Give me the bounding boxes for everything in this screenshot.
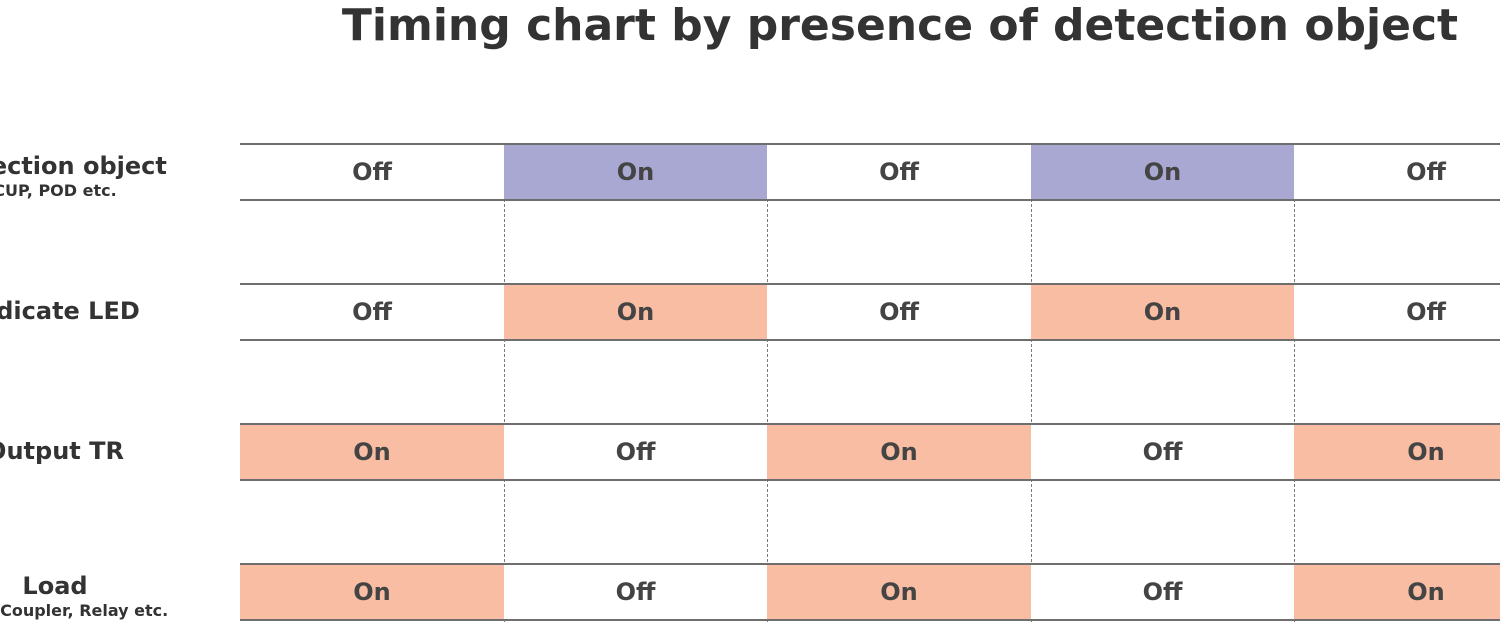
row-border-line (240, 143, 1500, 145)
timing-boundary-line (1031, 144, 1032, 622)
row-label-text: Output TR (0, 437, 124, 465)
state-cell-off: Off (1031, 564, 1294, 620)
row-sublabel-text: CUP, POD etc. (0, 181, 117, 200)
row-border-line (240, 479, 1500, 481)
state-cell-off: Off (767, 144, 1031, 200)
state-cell-on: On (1031, 144, 1294, 200)
state-cell-off: Off (1294, 144, 1500, 200)
row-border-line (240, 283, 1500, 285)
state-cell-off: Off (504, 424, 767, 480)
timing-row: On Off On Off On (240, 424, 1500, 480)
state-cell-off: Off (504, 564, 767, 620)
state-cell-on: On (767, 424, 1031, 480)
state-cell-on: On (504, 144, 767, 200)
state-cell-off: Off (767, 284, 1031, 340)
timing-boundary-line (504, 144, 505, 622)
state-cell-off: Off (240, 284, 504, 340)
row-border-line (240, 619, 1500, 621)
row-label: Output TR (0, 437, 220, 465)
state-cell-off: Off (1294, 284, 1500, 340)
row-label-text: Detection object (0, 152, 167, 180)
row-sublabel-text: Photo Coupler, Relay etc. (0, 601, 169, 620)
state-cell-on: On (240, 424, 504, 480)
state-cell-on: On (1294, 424, 1500, 480)
state-cell-on: On (1294, 564, 1500, 620)
row-border-line (240, 339, 1500, 341)
state-cell-off: Off (240, 144, 504, 200)
row-label: LoadPhoto Coupler, Relay etc. (0, 572, 220, 622)
state-cell-off: Off (1031, 424, 1294, 480)
row-label: Indicate LED (0, 297, 220, 325)
row-label-text: Indicate LED (0, 297, 140, 325)
row-border-line (240, 563, 1500, 565)
timing-row: Off On Off On Off (240, 144, 1500, 200)
timing-row: On Off On Off On (240, 564, 1500, 620)
state-cell-on: On (504, 284, 767, 340)
timing-row: Off On Off On Off (240, 284, 1500, 340)
row-border-line (240, 423, 1500, 425)
row-label-text: Load (22, 572, 88, 600)
page-title: Timing chart by presence of detection ob… (341, 0, 1459, 51)
state-cell-on: On (767, 564, 1031, 620)
state-cell-on: On (1031, 284, 1294, 340)
timing-boundary-line (767, 144, 768, 622)
timing-boundary-line (1294, 144, 1295, 622)
state-cell-on: On (240, 564, 504, 620)
row-border-line (240, 199, 1500, 201)
